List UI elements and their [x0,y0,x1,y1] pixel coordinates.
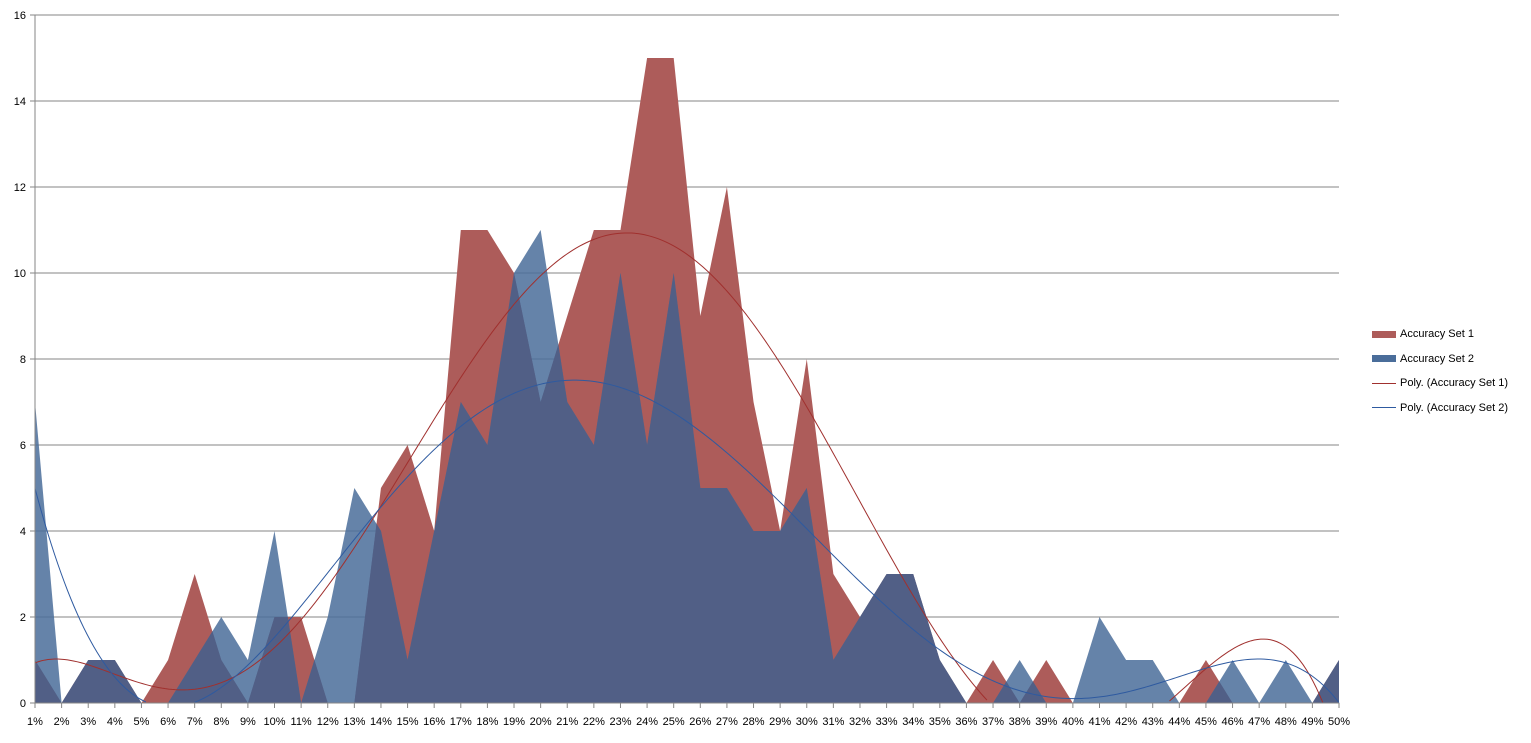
trendline-series-1 [34,232,1324,703]
y-tick-label: 6 [20,440,26,452]
y-tick-label: 4 [20,526,26,538]
trendline-series-2 [34,379,1340,703]
x-tick-label: 9% [240,716,256,728]
x-tick-label: 37% [982,716,1004,728]
x-tick-label: 34% [902,716,924,728]
x-tick-label: 49% [1301,716,1323,728]
y-tick-label: 16 [14,10,26,22]
x-tick-label: 20% [530,716,552,728]
areas [35,58,1339,703]
x-tick-label: 23% [609,716,631,728]
legend-label-trend-2: Poly. (Accuracy Set 2) [1400,401,1508,414]
x-tick-label: 33% [876,716,898,728]
x-tick-label: 2% [54,716,70,728]
x-tick-label: 26% [689,716,711,728]
x-tick-label: 46% [1222,716,1244,728]
x-tick-label: 5% [133,716,149,728]
x-tick-label: 15% [397,716,419,728]
legend-label-series-2: Accuracy Set 2 [1400,352,1474,365]
x-tick-label: 44% [1168,716,1190,728]
x-tick-label: 29% [769,716,791,728]
x-tick-label: 47% [1248,716,1270,728]
legend-label-trend-1: Poly. (Accuracy Set 1) [1400,377,1508,390]
legend-item-trend-2: Poly. (Accuracy Set 2) [1372,396,1531,421]
x-tick-label: 36% [955,716,977,728]
y-tick-label: 0 [20,698,26,710]
y-tick-label: 12 [14,182,26,194]
x-tick-label: 38% [1009,716,1031,728]
x-tick-label: 28% [743,716,765,728]
legend-item-series-2: Accuracy Set 2 [1372,347,1531,372]
x-tick-label: 4% [107,716,123,728]
legend-swatch-series-2 [1372,355,1396,363]
legend-line-trend-2 [1372,407,1396,409]
x-tick-label: 7% [187,716,203,728]
x-tick-label: 24% [636,716,658,728]
x-tick-label: 32% [849,716,871,728]
y-tick-label: 2 [20,612,26,624]
x-tick-label: 10% [263,716,285,728]
x-tick-label: 19% [503,716,525,728]
legend-swatch-series-1 [1372,330,1396,338]
x-tick-label: 41% [1088,716,1110,728]
x-tick-label: 18% [476,716,498,728]
x-tick-label: 21% [556,716,578,728]
legend-label-series-1: Accuracy Set 1 [1400,328,1474,341]
x-tick-label: 25% [663,716,685,728]
legend-item-series-1: Accuracy Set 1 [1372,322,1531,347]
x-tick-label: 17% [450,716,472,728]
x-tick-label: 1% [27,716,43,728]
legend-line-trend-1 [1372,382,1396,384]
x-tick-label: 31% [822,716,844,728]
y-tick-label: 10 [14,268,26,280]
y-tick-label: 14 [14,96,26,108]
x-tick-label: 27% [716,716,738,728]
x-tick-label: 8% [213,716,229,728]
x-tick-label: 42% [1115,716,1137,728]
x-tick-label: 13% [343,716,365,728]
x-tick-label: 3% [80,716,96,728]
x-tick-label: 39% [1035,716,1057,728]
x-tick-label: 12% [317,716,339,728]
x-tick-label: 22% [583,716,605,728]
x-tick-label: 48% [1275,716,1297,728]
x-tick-label: 11% [291,716,312,728]
y-tick-label: 8 [20,354,26,366]
x-tick-label: 35% [929,716,951,728]
x-tick-label: 30% [796,716,818,728]
trendlines [34,232,1340,703]
x-tick-label: 6% [160,716,176,728]
x-tick-label: 45% [1195,716,1217,728]
legend: Accuracy Set 1 Accuracy Set 2 Poly. (Acc… [1372,322,1531,420]
x-tick-label: 43% [1142,716,1164,728]
x-tick-label: 40% [1062,716,1084,728]
x-tick-label: 14% [370,716,392,728]
axes: 0 2 4 6 8 10 12 14 16 1% 2% 3% 4% 5% 6% 7% 8% 9% 10% 11% 12%… [14,10,1350,728]
legend-item-trend-1: Poly. (Accuracy Set 1) [1372,371,1531,396]
x-tick-label: 16% [423,716,445,728]
x-tick-label: 50% [1328,716,1350,728]
